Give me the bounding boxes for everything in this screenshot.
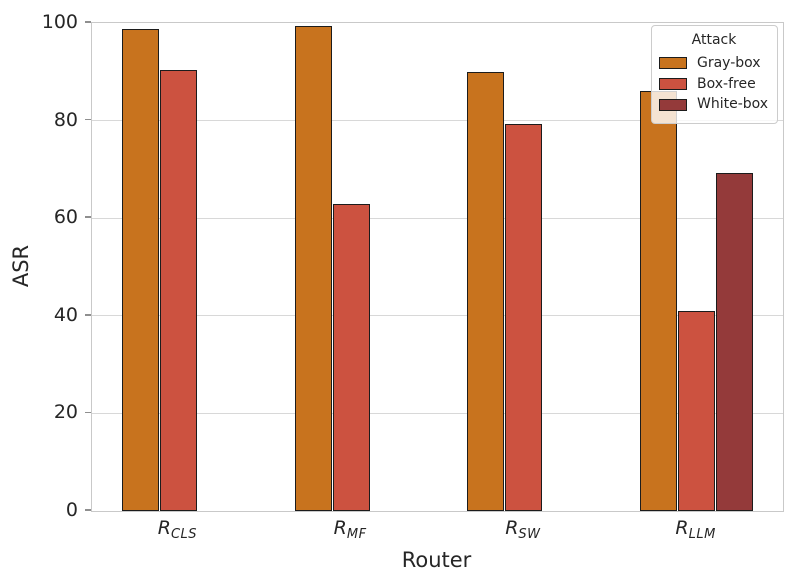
- grid-line: [92, 315, 783, 317]
- legend-label-box-free: Box-free: [697, 75, 756, 92]
- plot-area: [91, 22, 784, 512]
- x-tick-base: R: [675, 517, 689, 539]
- legend-label-gray-box: Gray-box: [697, 54, 761, 71]
- y-tick-label: 60: [53, 206, 78, 229]
- bar-r-llm-white-box: [716, 172, 754, 511]
- y-tick-label: 0: [65, 499, 78, 521]
- bar-r-mf-box-free: [332, 204, 370, 511]
- legend-title: Attack: [691, 32, 737, 48]
- legend-swatch-gray-box: [659, 57, 687, 70]
- x-tick-base: R: [333, 517, 347, 539]
- x-tick-base: R: [505, 517, 519, 539]
- bar-r-sw-gray-box: [467, 72, 505, 511]
- bar-r-sw-box-free: [505, 123, 543, 511]
- grid-line: [92, 412, 783, 414]
- y-tick-mark: [85, 21, 91, 23]
- y-tick-label: 40: [53, 303, 78, 326]
- y-tick-mark: [85, 118, 91, 121]
- bar-r-mf-gray-box: [294, 25, 332, 511]
- legend-entries: Gray-box Box-free White-box: [659, 53, 769, 115]
- y-tick-mark: [85, 509, 91, 511]
- grid-line: [92, 217, 783, 219]
- x-tick-label-r-mf: RMF: [270, 517, 430, 542]
- legend-entry-gray-box: Gray-box: [659, 53, 769, 74]
- x-tick-subscript: SW: [518, 527, 541, 542]
- x-tick-label-r-cls: RCLS: [97, 517, 257, 542]
- legend-swatch-white-box: [659, 98, 687, 111]
- x-tick-base: R: [157, 517, 171, 539]
- x-tick-subscript: MF: [346, 527, 367, 542]
- y-axis-label: ASR: [9, 244, 33, 288]
- x-tick-subscript: LLM: [688, 527, 716, 542]
- legend: Attack Gray-box Box-free White-box: [651, 25, 778, 125]
- y-tick-label: 80: [53, 108, 78, 131]
- bar-r-llm-gray-box: [640, 90, 678, 511]
- y-tick-mark: [85, 314, 91, 316]
- legend-entry-box-free: Box-free: [659, 74, 769, 95]
- x-axis-label: Router: [401, 548, 472, 572]
- y-tick-mark: [85, 216, 91, 218]
- bar-r-cls-gray-box: [121, 28, 159, 511]
- legend-label-white-box: White-box: [697, 96, 769, 113]
- x-tick-subscript: CLS: [170, 527, 198, 542]
- y-tick-mark: [85, 411, 91, 414]
- bar-r-cls-box-free: [159, 69, 197, 511]
- bar-r-llm-box-free: [678, 311, 716, 511]
- x-tick-label-r-sw: RSW: [443, 517, 603, 542]
- legend-swatch-box-free: [659, 78, 687, 91]
- legend-entry-white-box: White-box: [659, 94, 769, 115]
- y-tick-label: 20: [53, 401, 78, 424]
- y-tick-label: 100: [41, 11, 78, 33]
- x-tick-label-r-llm: RLLM: [616, 517, 776, 542]
- grid-line: [92, 120, 783, 122]
